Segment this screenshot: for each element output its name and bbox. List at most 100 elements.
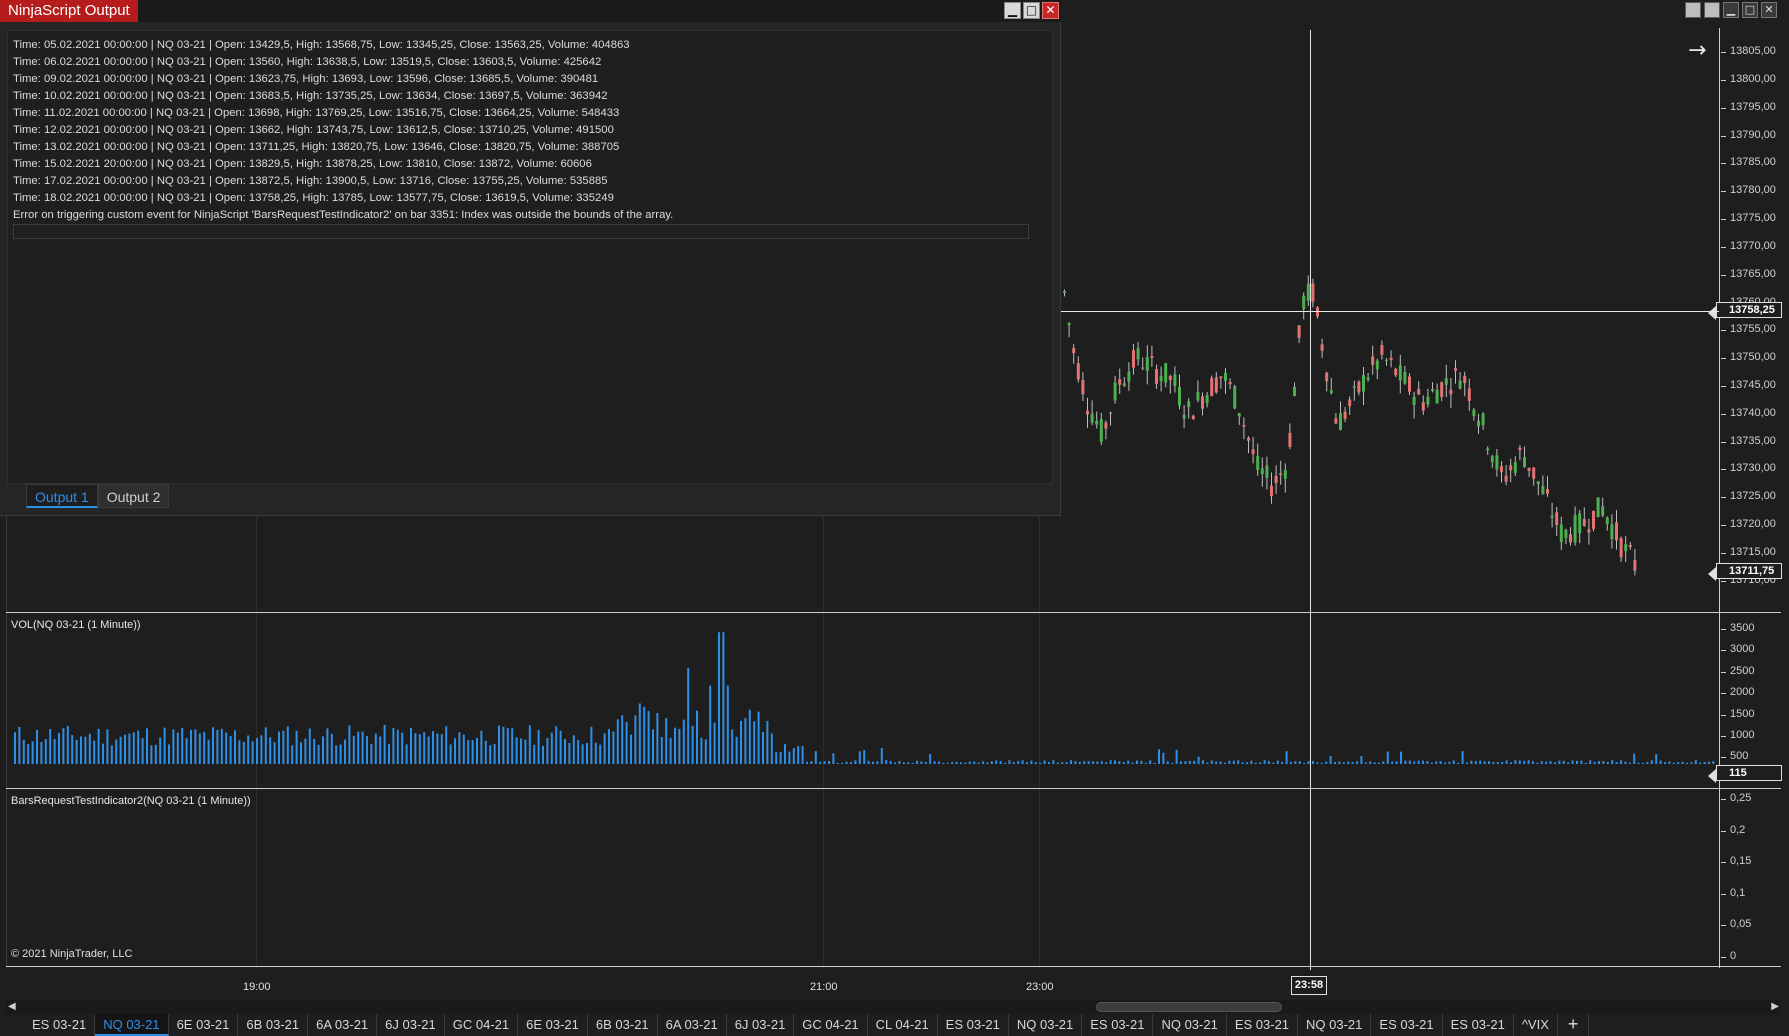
- volume-bar: [1400, 751, 1402, 764]
- instrument-tab[interactable]: ES 03-21: [937, 1014, 1009, 1036]
- candle-body: [1214, 377, 1218, 393]
- volume-bar: [520, 738, 522, 764]
- output-line: Time: 06.02.2021 00:00:00 | NQ 03-21 | O…: [13, 56, 602, 68]
- volume-bar: [1650, 760, 1653, 764]
- volume-bar: [1422, 760, 1424, 764]
- output-minimize-button[interactable]: ▁: [1004, 2, 1021, 19]
- volume-bar: [542, 745, 544, 764]
- tab-output-2[interactable]: Output 2: [97, 484, 170, 508]
- chart-minimize-button[interactable]: ▁: [1723, 2, 1739, 18]
- instrument-tab-active[interactable]: NQ 03-21: [95, 1014, 169, 1036]
- volume-bar: [1620, 760, 1622, 764]
- candle-body: [1504, 475, 1508, 482]
- candle-body: [1431, 388, 1434, 392]
- instrument-tab[interactable]: 6A 03-21: [308, 1014, 378, 1036]
- price-tick: 13730,00: [1721, 462, 1776, 474]
- instrument-tab[interactable]: ES 03-21: [1082, 1014, 1154, 1036]
- scroll-thumb[interactable]: [1096, 1002, 1282, 1012]
- output-line: Time: 12.02.2021 00:00:00 | NQ 03-21 | O…: [13, 124, 614, 136]
- instrument-tab[interactable]: CL 04-21: [867, 1014, 938, 1036]
- candle-body: [1279, 473, 1283, 475]
- volume-bar: [1426, 761, 1429, 764]
- panel-separator-price-volume[interactable]: [6, 612, 1781, 613]
- arrow-right-icon[interactable]: →: [1688, 38, 1707, 63]
- instrument-tab[interactable]: NQ 03-21: [1298, 1014, 1372, 1036]
- instrument-tab[interactable]: NQ 03-21: [1153, 1014, 1227, 1036]
- instrument-tab[interactable]: 6A 03-21: [657, 1014, 727, 1036]
- instrument-tab[interactable]: 6B 03-21: [238, 1014, 309, 1036]
- tab-output-1[interactable]: Output 1: [26, 484, 98, 508]
- chart-option-button-2[interactable]: [1704, 2, 1720, 18]
- volume-bar: [440, 734, 443, 764]
- volume-bar: [476, 737, 478, 764]
- volume-bar: [1087, 761, 1090, 764]
- instrument-tab[interactable]: 6E 03-21: [518, 1014, 588, 1036]
- candle-body: [1633, 560, 1637, 571]
- volume-bar: [260, 735, 263, 764]
- volume-bar: [1668, 761, 1671, 764]
- output-maximize-button[interactable]: □: [1023, 2, 1040, 19]
- volume-bar: [718, 632, 720, 764]
- volume-bar: [550, 732, 553, 764]
- volume-bar: [1202, 760, 1204, 764]
- volume-bar: [97, 728, 100, 764]
- instrument-tab[interactable]: 6B 03-21: [587, 1014, 658, 1036]
- candle-body: [1224, 372, 1227, 381]
- volume-bar: [1092, 761, 1094, 764]
- output-titlebar[interactable]: NinjaScript Output ▁ □ ✕: [0, 0, 1061, 22]
- instrument-tab[interactable]: NQ 03-21: [1008, 1014, 1083, 1036]
- chart-option-button-1[interactable]: [1685, 2, 1701, 18]
- volume-bar: [968, 761, 971, 764]
- volume-bar: [40, 742, 43, 764]
- volume-bar: [1162, 752, 1165, 764]
- crosshair-vertical: [1310, 30, 1311, 970]
- volume-bar: [467, 740, 470, 764]
- chart-close-button[interactable]: ✕: [1761, 2, 1777, 18]
- volume-bar: [449, 744, 452, 764]
- output-input-field[interactable]: [13, 224, 1029, 239]
- instrument-tab[interactable]: GC 04-21: [444, 1014, 519, 1036]
- price-tick: 13740,00: [1721, 407, 1776, 419]
- scroll-right-icon[interactable]: ▶: [1771, 1001, 1779, 1012]
- instrument-tab[interactable]: ES 03-21: [1371, 1014, 1443, 1036]
- volume-bar: [366, 736, 368, 764]
- instrument-tab[interactable]: GC 04-21: [794, 1014, 868, 1036]
- volume-bar: [36, 729, 38, 764]
- volume-bar: [656, 713, 659, 764]
- ninjascript-output-window[interactable]: NinjaScript Output ▁ □ ✕ Time: 05.02.202…: [0, 0, 1061, 516]
- volume-bar: [1334, 761, 1336, 764]
- panel-separator-volume-indicator[interactable]: [6, 788, 1781, 789]
- instrument-tab[interactable]: ES 03-21: [1226, 1014, 1299, 1036]
- output-close-button[interactable]: ✕: [1042, 2, 1059, 19]
- volume-bar: [401, 732, 404, 764]
- instrument-tab[interactable]: 6J 03-21: [726, 1014, 795, 1036]
- instrument-tab[interactable]: 6E 03-21: [168, 1014, 239, 1036]
- candle-body: [1178, 386, 1181, 406]
- volume-bar: [1250, 760, 1253, 764]
- volume-bar: [872, 761, 874, 764]
- volume-bar: [159, 737, 162, 764]
- volume-bar: [1448, 761, 1451, 764]
- output-text-area[interactable]: Time: 05.02.2021 00:00:00 | NQ 03-21 | O…: [7, 30, 1053, 484]
- volume-bar: [880, 748, 883, 764]
- instrument-tab[interactable]: ^VIX: [1513, 1014, 1558, 1036]
- volume-bar: [1276, 760, 1279, 764]
- volume-chart[interactable]: [14, 620, 1718, 780]
- volume-bar: [665, 717, 668, 764]
- volume-bar: [660, 736, 663, 764]
- instrument-tab[interactable]: ES 03-21: [1442, 1014, 1514, 1036]
- candle-body: [1306, 283, 1310, 301]
- volume-bar: [823, 761, 826, 764]
- horizontal-scrollbar[interactable]: ◀ ▶: [6, 1000, 1781, 1014]
- instrument-tab[interactable]: ES 03-21: [24, 1014, 96, 1036]
- price-chart[interactable]: [1061, 250, 1719, 590]
- instrument-tab[interactable]: 6J 03-21: [377, 1014, 445, 1036]
- add-tab-button[interactable]: +: [1557, 1014, 1590, 1036]
- candle-body: [1628, 545, 1632, 548]
- candle-body: [1573, 515, 1577, 543]
- crosshair-time-marker: 23:58: [1291, 976, 1327, 995]
- scroll-left-icon[interactable]: ◀: [8, 1001, 16, 1012]
- chart-maximize-button[interactable]: □: [1742, 2, 1758, 18]
- volume-bar: [1329, 756, 1332, 764]
- indicator-tick: 0,2: [1720, 824, 1746, 836]
